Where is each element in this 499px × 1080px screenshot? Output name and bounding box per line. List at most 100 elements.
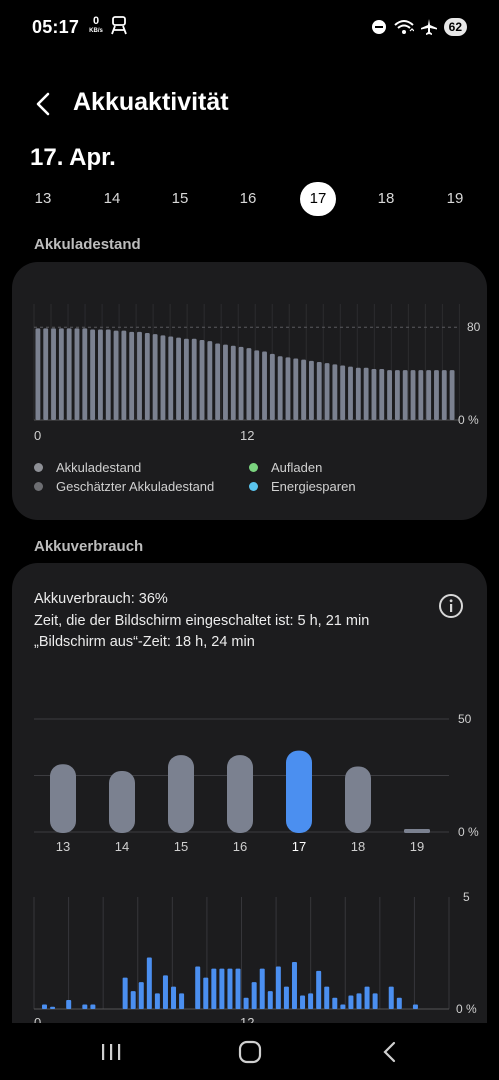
battery-level-bar xyxy=(43,328,49,420)
battery-level-bar xyxy=(207,341,213,420)
hourly-usage-bar xyxy=(235,968,241,1009)
legend-dot xyxy=(34,482,43,491)
y-tick-label: 80 xyxy=(467,320,481,334)
notification-app-icon xyxy=(111,16,127,35)
daily-usage-bar[interactable] xyxy=(109,770,135,833)
back-nav-icon xyxy=(383,1041,396,1063)
battery-level-bar xyxy=(355,367,361,420)
hourly-usage-bar xyxy=(162,975,168,1009)
battery-level-bar xyxy=(35,328,41,420)
battery-level-bar xyxy=(371,368,377,420)
info-button[interactable] xyxy=(438,593,464,619)
hourly-usage-bar xyxy=(340,1004,346,1009)
battery-level-bar xyxy=(152,334,158,420)
daily-usage-bar[interactable] xyxy=(345,766,371,833)
hourly-usage-bar xyxy=(388,986,394,1009)
hourly-usage-bar xyxy=(324,986,330,1009)
day-15[interactable]: 15 xyxy=(171,190,189,207)
hourly-usage-bar xyxy=(259,968,265,1009)
battery-level-bar xyxy=(223,344,228,420)
app-header: Akkuaktivität xyxy=(0,80,499,124)
day-13[interactable]: 13 xyxy=(34,190,52,207)
hourly-usage-bar xyxy=(396,997,402,1009)
hourly-usage-bar xyxy=(283,986,289,1009)
battery-level-section-label: Akkuladestand xyxy=(34,236,141,253)
screen-off-time-text: „Bildschirm aus“-Zeit: 18 h, 24 min xyxy=(34,634,255,650)
hourly-usage-bar xyxy=(211,968,217,1009)
legend-label: Energiesparen xyxy=(271,479,356,494)
day-19[interactable]: 19 xyxy=(446,190,464,207)
battery-level-bar xyxy=(309,360,314,420)
battery-level-bar xyxy=(379,368,385,420)
day-axis-label: 19 xyxy=(410,839,424,854)
battery-level-bar xyxy=(449,370,455,420)
x-tick-label: 0 xyxy=(34,428,41,443)
day-selector: 13 14 15 16 17 18 19 xyxy=(0,182,499,220)
hourly-usage-bar xyxy=(50,1006,56,1009)
hourly-usage-bar xyxy=(308,993,314,1009)
hourly-usage-bar xyxy=(171,986,177,1009)
legend-label: Aufladen xyxy=(271,460,323,475)
do-not-disturb-icon xyxy=(371,20,386,34)
battery-level-bar xyxy=(348,366,353,420)
battery-level-bar xyxy=(332,364,338,420)
navigation-bar xyxy=(0,1024,499,1080)
network-speed-value: 0 xyxy=(92,15,100,27)
battery-level-bar xyxy=(402,370,408,420)
battery-level-bar xyxy=(441,370,447,420)
battery-level-bar xyxy=(340,365,346,420)
battery-level-bar xyxy=(74,328,80,420)
x-tick-label: 0 xyxy=(34,1015,41,1023)
info-icon xyxy=(439,594,463,618)
legend-dot xyxy=(249,463,258,472)
battery-usage-section-label: Akkuverbrauch xyxy=(34,538,144,555)
battery-level-bar xyxy=(160,335,166,420)
hourly-usage-bar xyxy=(275,966,281,1009)
back-button[interactable] xyxy=(26,86,62,122)
battery-level-bar xyxy=(137,331,142,420)
battery-level-bar xyxy=(215,343,221,420)
battery-level-card: 80 0 % 0 12 Akkuladestand Geschätzter Akkula… xyxy=(12,262,487,520)
hourly-usage-bar xyxy=(227,968,233,1009)
hourly-usage-bar xyxy=(251,982,257,1009)
status-bar: 05:17 0 KB/s 62 xyxy=(0,0,499,56)
battery-level-bar xyxy=(113,330,119,420)
battery-level-bar xyxy=(121,330,127,420)
battery-level-bar xyxy=(90,329,96,420)
battery-level-bar xyxy=(230,345,236,420)
battery-level-bar xyxy=(199,339,205,420)
daily-usage-bar[interactable] xyxy=(50,764,76,833)
hourly-usage-bar xyxy=(138,982,144,1009)
home-button[interactable] xyxy=(235,1038,265,1066)
recent-apps-button[interactable] xyxy=(96,1038,126,1066)
hourly-usage-bar xyxy=(195,966,201,1009)
battery-level-bar xyxy=(58,328,64,420)
hourly-usage-bar xyxy=(130,991,136,1009)
day-axis-label: 14 xyxy=(115,839,129,854)
status-time: 05:17 xyxy=(32,17,80,37)
daily-usage-chart: 13 14 15 16 17 18 19 50 0 % xyxy=(34,712,479,854)
battery-level-bar xyxy=(410,370,416,420)
y-tick-label: 0 % xyxy=(458,825,479,839)
battery-level-bar xyxy=(324,363,330,420)
daily-usage-bar[interactable] xyxy=(404,829,430,833)
day-16[interactable]: 16 xyxy=(239,190,257,207)
battery-level-bar xyxy=(269,353,275,420)
wifi-icon xyxy=(393,20,414,34)
battery-level-bar xyxy=(363,367,369,420)
day-17[interactable]: 17 xyxy=(300,182,336,216)
battery-level-bar xyxy=(301,359,307,420)
hourly-usage-bar xyxy=(267,991,273,1009)
hourly-usage-bar xyxy=(316,970,322,1009)
network-speed-unit: KB/s xyxy=(89,28,103,34)
hourly-usage-bar xyxy=(154,993,160,1009)
hourly-usage-bar xyxy=(203,977,209,1009)
legend-label: Geschätzter Akkuladestand xyxy=(56,479,215,494)
back-nav-button[interactable] xyxy=(375,1038,405,1066)
day-18[interactable]: 18 xyxy=(377,190,395,207)
daily-usage-bar[interactable] xyxy=(168,755,194,833)
daily-usage-bar[interactable] xyxy=(286,750,312,833)
day-14[interactable]: 14 xyxy=(103,190,121,207)
daily-usage-bar[interactable] xyxy=(227,755,253,833)
battery-level-bar xyxy=(144,333,150,420)
